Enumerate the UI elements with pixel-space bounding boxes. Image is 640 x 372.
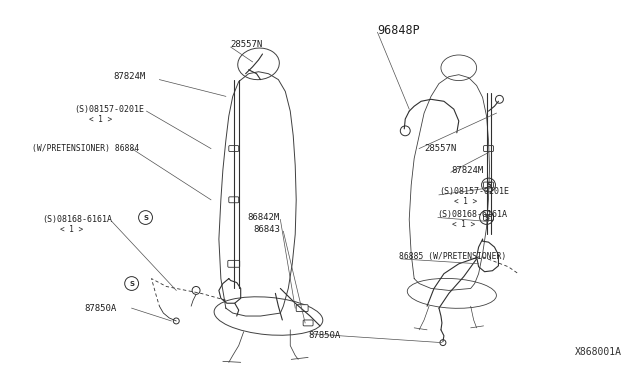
Text: (S)08157-0201E: (S)08157-0201E (74, 105, 144, 114)
Text: < 1 >: < 1 > (60, 225, 83, 234)
FancyBboxPatch shape (484, 145, 493, 151)
Text: < 1 >: < 1 > (89, 115, 112, 124)
Text: (S)08168-6161A: (S)08168-6161A (42, 215, 113, 224)
Text: (W/PRETENSIONER) 86884: (W/PRETENSIONER) 86884 (31, 144, 139, 153)
FancyBboxPatch shape (484, 215, 493, 221)
FancyBboxPatch shape (228, 197, 239, 203)
Text: 87850A: 87850A (84, 304, 116, 312)
FancyBboxPatch shape (228, 145, 239, 151)
Text: 28557N: 28557N (231, 40, 263, 49)
Text: 86843: 86843 (253, 225, 280, 234)
Text: S: S (143, 215, 148, 221)
Text: 28557N: 28557N (424, 144, 456, 153)
Text: S: S (129, 280, 134, 286)
Text: < 1 >: < 1 > (454, 197, 477, 206)
FancyBboxPatch shape (228, 260, 240, 267)
Text: 87824M: 87824M (452, 166, 484, 175)
Text: 87824M: 87824M (114, 72, 146, 81)
Text: (S)08168-6161A: (S)08168-6161A (437, 210, 507, 219)
FancyBboxPatch shape (303, 320, 313, 326)
Text: S: S (486, 182, 491, 188)
FancyBboxPatch shape (484, 182, 493, 188)
Text: S: S (484, 215, 489, 221)
Text: 86885 (W/PRETENSIONER): 86885 (W/PRETENSIONER) (399, 253, 506, 262)
Text: X868001A: X868001A (575, 347, 622, 357)
Text: 87850A: 87850A (308, 331, 340, 340)
Text: (S)08157-0201E: (S)08157-0201E (439, 187, 509, 196)
Text: < 1 >: < 1 > (452, 220, 475, 229)
Text: 86842M: 86842M (248, 213, 280, 222)
Text: 96848P: 96848P (378, 24, 420, 37)
FancyBboxPatch shape (296, 305, 308, 312)
